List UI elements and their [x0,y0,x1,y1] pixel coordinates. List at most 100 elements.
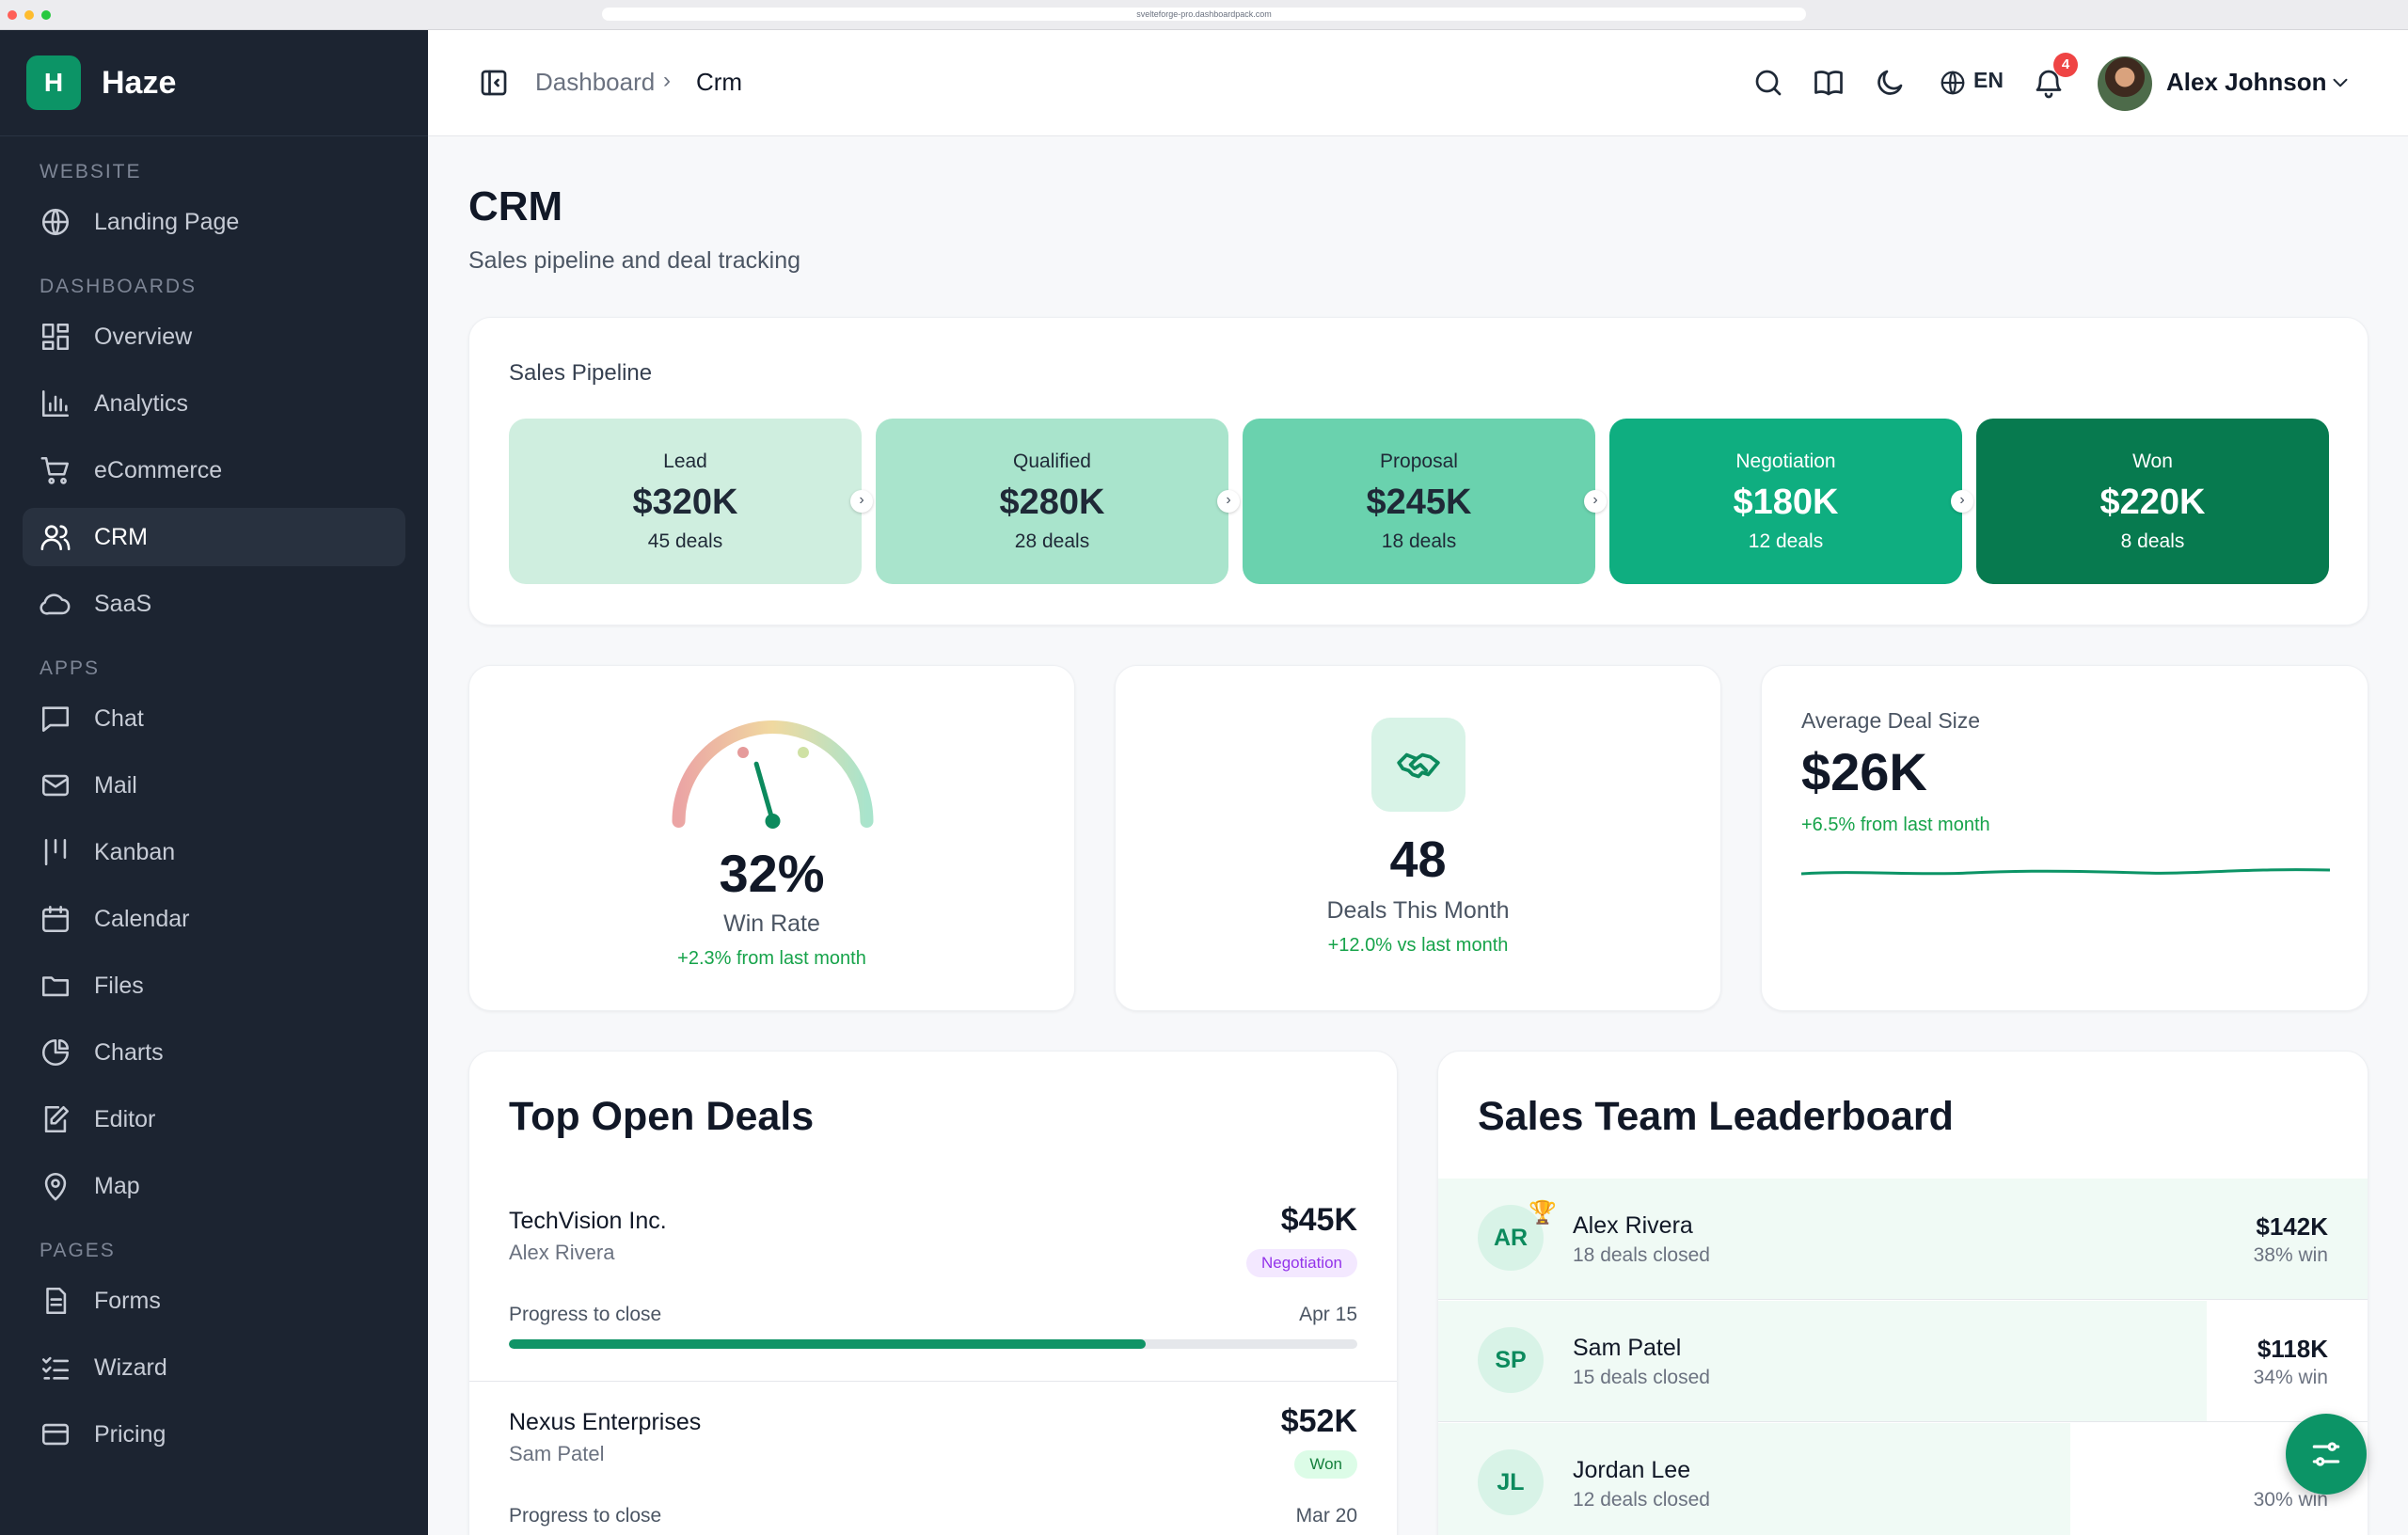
browser-chrome: svelteforge-pro.dashboardpack.com [0,0,2408,30]
stage-value: $320K [632,483,738,522]
sales-pipeline-card: Sales Pipeline Lead $320K 45 deals Quali… [468,317,2368,625]
bar-chart-icon [40,388,71,419]
sidebar-item-label: Pricing [94,1420,166,1448]
user-avatar[interactable] [2098,56,2152,111]
leaderboard-avatar: AR [1478,1205,1544,1271]
sidebar-item-label: eCommerce [94,456,223,483]
nav-section-dashboards: DASHBOARDS [40,276,198,297]
leaderboard-amount: $118K [2257,1335,2328,1363]
sidebar-item-landing-page[interactable]: Landing Page [23,193,405,251]
trophy-icon: 🏆 [1529,1200,1557,1226]
sidebar: H Haze WEBSITE Landing Page DASHBOARDS O… [0,30,428,1535]
address-bar[interactable]: svelteforge-pro.dashboardpack.com [602,8,1806,21]
sidebar-toggle-icon[interactable] [477,66,511,100]
deals-this-month-card: 48 Deals This Month +12.0% vs last month [1115,665,1721,1011]
sidebar-item-charts[interactable]: Charts [23,1023,405,1082]
sidebar-item-wizard[interactable]: Wizard [23,1338,405,1397]
language-selector[interactable]: EN [1973,68,2004,92]
chevron-down-icon[interactable] [2328,66,2353,100]
maximize-window-dot[interactable] [41,10,51,20]
settings-fab-button[interactable] [2286,1414,2367,1495]
sidebar-item-label: SaaS [94,590,152,617]
sidebar-item-chat[interactable]: Chat [23,689,405,748]
language-globe-icon[interactable] [1939,66,1967,100]
credit-card-icon [40,1418,71,1450]
leaderboard-title: Sales Team Leaderboard [1478,1094,1954,1139]
sidebar-item-ecommerce[interactable]: eCommerce [23,441,405,499]
nav-section-apps: APPS [40,657,101,679]
stage-deals: 8 deals [2120,530,2185,552]
progress-label: Progress to close [509,1304,662,1325]
deal-stage-badge: Won [1294,1450,1357,1479]
sidebar-item-editor[interactable]: Editor [23,1090,405,1148]
grid-icon [40,321,71,353]
pipeline-stage-negotiation[interactable]: Negotiation $180K 12 deals [1609,419,1962,584]
folder-icon [40,970,71,1002]
user-name[interactable]: Alex Johnson [2166,68,2327,96]
deal-company: Nexus Enterprises [509,1409,702,1435]
average-deal-size-card: Average Deal Size $26K +6.5% from last m… [1761,665,2368,1011]
calendar-icon [40,903,71,935]
leaderboard-deals: 18 deals closed [1573,1244,1710,1266]
sidebar-item-mail[interactable]: Mail [23,756,405,815]
sparkline-path [1801,868,2330,876]
minimize-window-dot[interactable] [24,10,34,20]
sidebar-item-calendar[interactable]: Calendar [23,890,405,948]
leaderboard-win-rate: 38% win [2253,1244,2328,1266]
leaderboard-row[interactable]: AR 🏆 Alex Rivera 18 deals closed $142K 3… [1438,1179,2368,1300]
book-icon[interactable] [1812,66,1846,100]
form-icon [40,1285,71,1317]
sidebar-item-label: Calendar [94,905,190,932]
sidebar-item-crm[interactable]: CRM [23,508,405,566]
sidebar-item-forms[interactable]: Forms [23,1272,405,1330]
sidebar-item-label: Landing Page [94,208,240,235]
deal-stage-badge: Negotiation [1245,1249,1357,1277]
deal-progress-fill [509,1339,1146,1349]
nav-section-pages: PAGES [40,1240,116,1261]
sidebar-item-saas[interactable]: SaaS [23,575,405,633]
sidebar-item-analytics[interactable]: Analytics [23,374,405,433]
handshake-icon [1371,718,1465,812]
deals-count-value: 48 [1389,831,1447,888]
deal-amount: $45K [1280,1202,1357,1238]
bell-icon[interactable] [2032,66,2066,100]
breadcrumb-dashboard[interactable]: Dashboard [535,68,656,96]
stage-name: Qualified [1013,451,1091,472]
sidebar-item-label: Chat [94,704,144,732]
brand[interactable]: H Haze [0,30,428,136]
pipeline-stage-qualified[interactable]: Qualified $280K 28 deals [876,419,1228,584]
chevron-right-icon: › [1584,490,1607,513]
sidebar-item-label: Charts [94,1038,164,1066]
sidebar-item-files[interactable]: Files [23,957,405,1015]
search-icon[interactable] [1751,66,1785,100]
stage-deals: 12 deals [1748,530,1824,552]
sidebar-item-label: CRM [94,523,148,550]
avg-deal-label: Average Deal Size [1801,708,1981,733]
sidebar-item-map[interactable]: Map [23,1157,405,1215]
pipeline-stage-proposal[interactable]: Proposal $245K 18 deals [1243,419,1595,584]
notification-badge: 4 [2053,53,2078,77]
stage-deals: 45 deals [647,530,723,552]
close-window-dot[interactable] [8,10,17,20]
leaderboard-row[interactable]: JL Jordan Lee 12 deals closed $9 30% win [1438,1423,2368,1535]
sidebar-item-pricing[interactable]: Pricing [23,1405,405,1464]
sidebar-item-overview[interactable]: Overview [23,308,405,366]
deal-amount: $52K [1280,1403,1357,1439]
chevron-right-icon: › [1951,490,1973,513]
sidebar-item-label: Forms [94,1287,161,1314]
stage-deals: 18 deals [1381,530,1457,552]
leaderboard-win-rate: 30% win [2253,1489,2328,1511]
pipeline-stage-lead[interactable]: Lead $320K 45 deals [509,419,862,584]
sidebar-item-label: Files [94,972,144,999]
moon-icon[interactable] [1873,66,1907,100]
sidebar-item-kanban[interactable]: Kanban [23,823,405,881]
leaderboard-row[interactable]: SP Sam Patel 15 deals closed $118K 34% w… [1438,1301,2368,1422]
pipeline-stage-won[interactable]: Won $220K 8 deals [1976,419,2329,584]
stage-name: Won [2132,451,2173,472]
leaderboard-name: Alex Rivera [1573,1212,1693,1239]
pie-chart-icon [40,1037,71,1068]
gauge-tick-start [737,747,749,758]
deals-count-label: Deals This Month [1326,897,1510,924]
breadcrumb-separator-icon: › [663,68,671,93]
stage-value: $280K [999,483,1105,522]
